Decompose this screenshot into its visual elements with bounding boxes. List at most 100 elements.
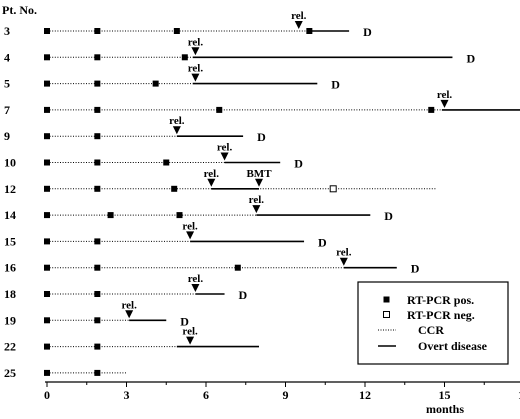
patient-row: 22 rel. <box>4 326 259 354</box>
patient-id-label: 3 <box>4 24 10 38</box>
event-marker <box>125 310 134 319</box>
rt-pcr-pos-marker <box>94 291 101 297</box>
rt-pcr-pos-marker <box>44 264 50 271</box>
rt-pcr-pos-marker <box>306 28 313 34</box>
event-label: rel. <box>188 273 204 285</box>
event-label: rel. <box>249 194 265 206</box>
event-marker <box>191 284 200 292</box>
rt-pcr-pos-marker <box>173 28 180 34</box>
event-label: rel. <box>169 115 185 127</box>
rt-pcr-pos-marker <box>216 106 223 113</box>
x-tick-label: 15 <box>439 388 451 402</box>
patient-id-label: 14 <box>4 208 16 222</box>
legend-label-rt-pcr-neg: RT-PCR neg. <box>407 308 475 322</box>
patient-row: 4 rel. D <box>4 36 475 65</box>
death-label: D <box>411 262 420 276</box>
patient-id-label: 15 <box>4 234 16 248</box>
event-label: rel. <box>291 10 307 22</box>
rt-pcr-pos-marker <box>94 159 101 166</box>
event-marker <box>339 257 348 266</box>
event-label: rel. <box>188 36 204 48</box>
rt-pcr-pos-marker <box>94 343 101 350</box>
rt-pcr-pos-marker <box>181 54 188 61</box>
event-label: rel. <box>182 220 198 232</box>
patient-id-label: 22 <box>4 340 16 354</box>
event-label: rel. <box>121 299 137 311</box>
rt-pcr-pos-marker <box>163 159 170 166</box>
legend-label-ccr: CCR <box>418 323 444 337</box>
patient-row: 12 rel. BMT <box>4 168 437 196</box>
legend-label-rt-pcr-pos: RT-PCR pos. <box>407 293 474 307</box>
x-tick-label: 3 <box>124 388 130 402</box>
patient-id-label: 25 <box>4 366 16 380</box>
rt-pcr-pos-marker <box>176 212 183 219</box>
event-label: rel. <box>217 142 233 154</box>
x-axis: 0 3 6 9 12 15 18 <box>44 381 520 402</box>
rt-pcr-pos-marker <box>44 238 50 245</box>
rt-pcr-pos-marker <box>44 28 50 34</box>
rt-pcr-pos-marker <box>44 54 50 61</box>
rt-pcr-pos-marker <box>94 28 101 34</box>
rt-pcr-pos-marker <box>94 133 101 140</box>
x-tick-label: 12 <box>359 388 371 402</box>
death-label: D <box>318 235 327 249</box>
patient-id-label: 19 <box>4 313 16 327</box>
rt-pcr-pos-marker <box>44 317 50 324</box>
death-label: D <box>331 78 340 92</box>
patient-row: 5 rel. D <box>4 63 340 92</box>
death-label: D <box>294 157 303 171</box>
patient-column-header: Pt. No. <box>2 3 37 17</box>
patient-row: 25 <box>4 366 127 380</box>
event-marker <box>294 21 303 29</box>
patient-id-label: 10 <box>4 156 16 170</box>
patient-row: 14 rel. D <box>4 194 393 223</box>
event-label: rel. <box>336 247 352 259</box>
event-marker <box>191 73 200 82</box>
rt-pcr-pos-marker <box>428 106 435 113</box>
rt-pcr-pos-marker <box>44 106 50 113</box>
x-axis-label: months <box>426 402 464 416</box>
event-marker <box>255 178 263 187</box>
death-label: D <box>466 51 475 65</box>
patient-id-label: 16 <box>4 261 16 275</box>
rt-pcr-neg-marker <box>329 185 337 193</box>
event-label: rel. <box>188 63 204 75</box>
patient-rows: 3rel.D4rel.D5rel.D7rel.9rel.D10rel.D12re… <box>4 10 520 380</box>
event-marker <box>207 178 216 187</box>
legend-label-overt-disease: Overt disease <box>418 339 488 353</box>
rt-pcr-pos-marker <box>44 80 50 87</box>
event-marker <box>186 231 195 240</box>
rt-pcr-pos-marker <box>107 212 114 219</box>
event-marker <box>220 152 229 161</box>
patient-id-label: 18 <box>4 287 16 301</box>
rt-pcr-pos-marker <box>44 133 50 140</box>
x-tick-label: 6 <box>203 388 209 402</box>
legend: RT-PCR pos. RT-PCR neg. CCR Overt diseas… <box>357 281 509 365</box>
event-label: rel. <box>182 326 198 338</box>
rt-pcr-pos-marker <box>44 291 50 297</box>
patient-row: 19 rel. D <box>4 299 189 328</box>
rt-pcr-pos-marker <box>94 106 101 113</box>
legend-box <box>357 281 509 365</box>
death-label: D <box>384 209 393 223</box>
event-marker <box>186 336 195 345</box>
rt-pcr-pos-marker <box>94 264 101 271</box>
rt-pcr-pos-marker <box>94 185 101 192</box>
x-tick-label: 9 <box>283 388 289 402</box>
patient-row: 15 rel. D <box>4 220 327 249</box>
death-label: D <box>257 130 266 144</box>
rt-pcr-pos-marker <box>44 212 50 219</box>
legend-open-square-icon <box>383 311 390 318</box>
patient-row: 3 rel. D <box>4 10 372 39</box>
rt-pcr-pos-marker <box>152 80 159 87</box>
rt-pcr-pos-marker <box>94 54 101 61</box>
rt-pcr-pos-marker <box>44 369 50 376</box>
rt-pcr-pos-marker <box>44 159 50 166</box>
rt-pcr-pos-marker <box>44 343 50 350</box>
patient-row: 9 rel. D <box>4 115 266 144</box>
patient-row: 18 rel. D <box>4 273 248 302</box>
patient-id-label: 12 <box>4 182 16 196</box>
patient-id-label: 7 <box>4 103 10 117</box>
patient-id-label: 9 <box>4 129 10 143</box>
